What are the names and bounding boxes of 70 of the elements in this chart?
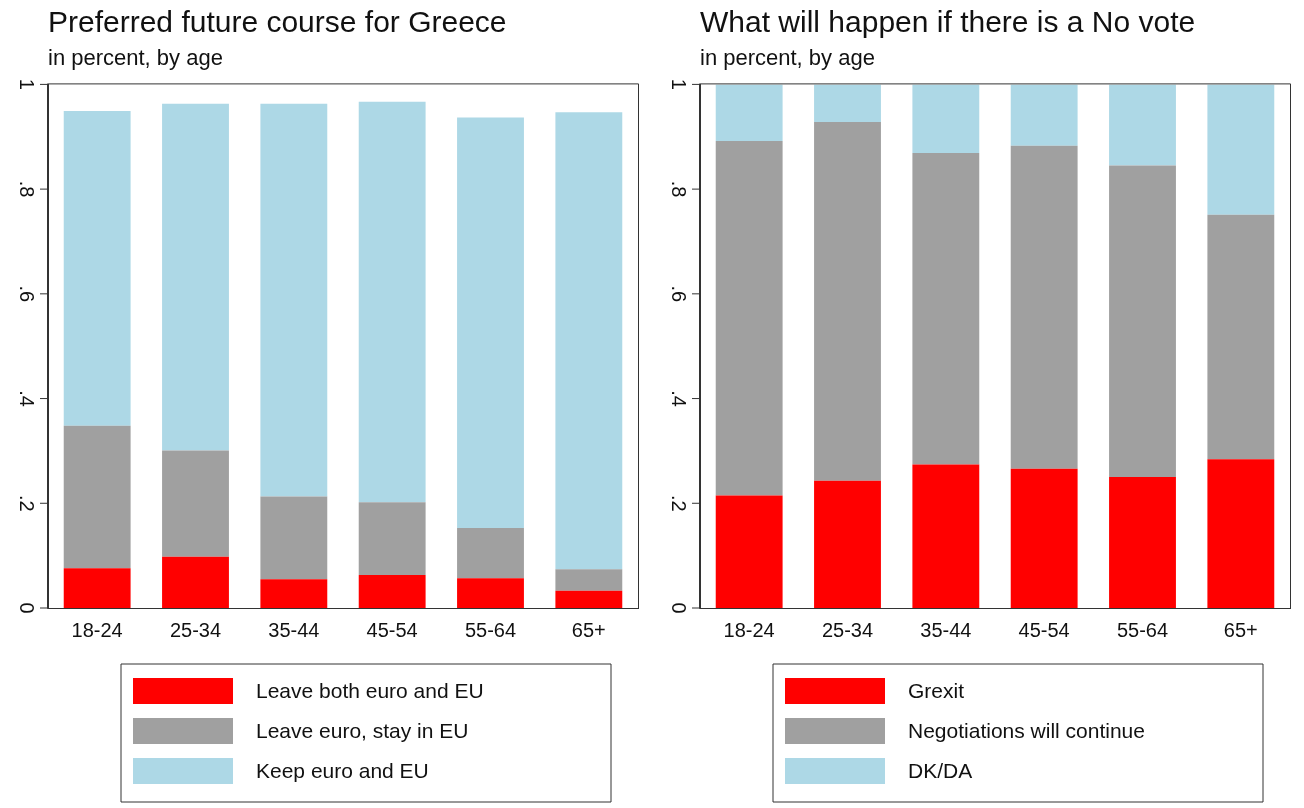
legend-label: Leave euro, stay in EU: [256, 718, 469, 742]
legend-label: Leave both euro and EU: [256, 678, 484, 702]
y-tick-label: .6: [16, 285, 39, 303]
bar: [1207, 459, 1275, 608]
y-tick-label: 1: [668, 78, 691, 90]
bar: [1109, 165, 1176, 478]
bar: [912, 152, 980, 465]
x-tick-label: 25-34: [169, 618, 222, 641]
bar: [814, 480, 881, 608]
bar: [814, 84, 881, 123]
y-tick-label: .4: [16, 390, 39, 407]
legend-label: DK/DA: [908, 758, 973, 782]
y-tick-label: .8: [668, 180, 691, 198]
bar: [162, 450, 229, 557]
bar: [358, 502, 426, 576]
bar: [358, 575, 426, 608]
x-tick-label: 55-64: [464, 618, 517, 641]
y-tick-label: 0: [16, 602, 39, 614]
bar: [814, 122, 881, 481]
x-tick-label: 18-24: [723, 618, 775, 641]
y-tick-label: .2: [668, 494, 691, 512]
bar: [162, 556, 229, 608]
bar: [715, 84, 783, 141]
x-tick-label: 35-44: [920, 618, 972, 641]
bar: [1109, 84, 1176, 166]
x-tick-label: 65+: [1223, 618, 1258, 641]
y-tick-label: 1: [16, 78, 39, 90]
bar: [260, 579, 328, 608]
bar: [1207, 214, 1275, 460]
y-tick-label: .4: [668, 390, 691, 407]
bar: [457, 117, 524, 528]
bar: [555, 112, 623, 570]
x-tick-label: 25-34: [821, 618, 874, 641]
bar: [1010, 468, 1078, 608]
x-tick-label: 65+: [571, 618, 606, 641]
bar: [715, 495, 783, 608]
bar: [555, 569, 623, 591]
y-tick-label: .6: [668, 285, 691, 303]
legend-label: Grexit: [908, 678, 965, 702]
bar: [260, 496, 328, 580]
bar: [1207, 84, 1275, 215]
bar: [1010, 84, 1078, 146]
legend-label: Keep euro and EU: [256, 758, 429, 782]
bar: [1010, 145, 1078, 469]
bar: [457, 527, 524, 579]
legend-label: Negotiations will continue: [908, 718, 1145, 742]
x-tick-label: 18-24: [71, 618, 123, 641]
x-tick-label: 55-64: [1116, 618, 1169, 641]
x-tick-label: 35-44: [268, 618, 320, 641]
bar: [63, 425, 131, 569]
chart-title: Preferred future course for Greece: [48, 5, 507, 39]
bar: [358, 101, 426, 503]
bar: [63, 111, 131, 426]
y-tick-label: .8: [16, 180, 39, 198]
x-tick-label: 45-54: [1018, 618, 1070, 641]
bar: [715, 140, 783, 496]
chart-subtitle: in percent, by age: [48, 45, 223, 71]
x-tick-label: 45-54: [366, 618, 418, 641]
bar: [162, 103, 229, 451]
y-tick-label: .2: [16, 494, 39, 512]
bar: [555, 590, 623, 608]
bar: [1109, 477, 1176, 608]
chart-title: What will happen if there is a No vote: [700, 5, 1196, 39]
bar: [912, 464, 980, 608]
y-tick-label: 0: [668, 602, 691, 614]
bar: [912, 84, 980, 153]
chart-subtitle: in percent, by age: [700, 45, 875, 71]
bar: [260, 103, 328, 497]
bar: [457, 578, 524, 608]
bar: [63, 568, 131, 608]
